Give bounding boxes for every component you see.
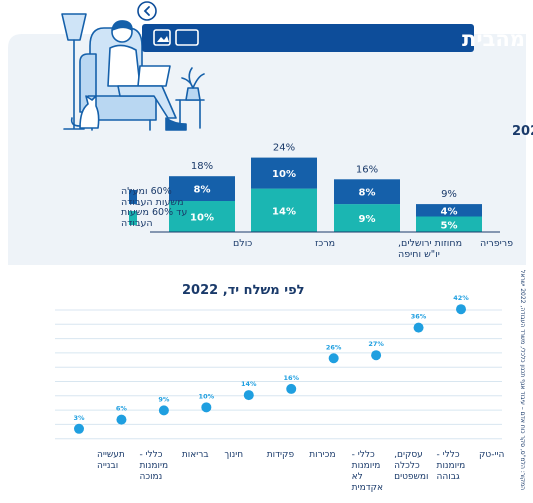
- occupation-category-label: כללי -מיומנות גבוהה: [437, 450, 466, 482]
- occupation-category-label: תעשייה ובנייה: [97, 450, 125, 471]
- occupation-value-label: 10%: [199, 392, 215, 400]
- bar-segment-60-and-above: [169, 176, 235, 201]
- occupation-dot: [328, 353, 339, 364]
- occupation-category-label: כללי -מיומנות נמוכה: [139, 450, 168, 482]
- legend-label-60-and-above: 60% ומעלה משעות העבודה: [121, 186, 184, 208]
- occupation-value-label: 9%: [158, 395, 170, 403]
- occupation-category-label: חינוך: [224, 450, 243, 460]
- occupation-category-label: בריאות: [182, 450, 209, 460]
- legend-label-up-to-60: עד 60% משעות העבודה: [121, 207, 187, 229]
- occupation-dot: [286, 383, 297, 394]
- occupation-value-label: 3%: [73, 414, 85, 422]
- occupation-value-label: 6%: [116, 405, 128, 413]
- bar-value-label: 10%: [272, 169, 296, 180]
- residence-bars: 10% 8% 18% כולם 14% 10% 24% מרכז 9% 8% 16% מחוזות י…: [169, 143, 513, 260]
- occupation-dot: [201, 402, 212, 413]
- occupation-category-label: פקידות: [267, 450, 295, 460]
- bar-value-label: 4%: [441, 206, 458, 217]
- occupation-value-label: 16%: [283, 374, 299, 382]
- occupation-dot: [74, 423, 84, 434]
- occupation-value-label: 26%: [326, 343, 342, 351]
- bar-value-label: 8%: [194, 185, 211, 196]
- bar-segment-up-to-60: [334, 204, 400, 232]
- occupation-dot: [158, 405, 169, 416]
- occupation-dot: [116, 414, 127, 425]
- occupation-value-label: 14%: [241, 380, 257, 388]
- bar-segment-up-to-60: [169, 201, 235, 232]
- residence-chart-title: לפי אזור מגורים, 2022: [512, 124, 533, 139]
- bar-value-label: 8%: [359, 188, 376, 199]
- residence-legend: 60% ומעלה משעות העבודה עד 60% משעות העבודה: [121, 186, 187, 229]
- occupation-dot: [371, 350, 382, 361]
- source-note: המקור: הלמ"ס, סקר כוח אדם – עיבוד אגף תכ…: [519, 270, 526, 490]
- bar-category-label: מחוזות ירושלים, יו"ש וחיפה: [398, 238, 462, 260]
- bar-segment-60-and-above: [251, 157, 317, 189]
- bar-value-label: 5%: [441, 220, 458, 231]
- bar-segment-60-and-above: [334, 179, 400, 205]
- legend-swatch-dark: [129, 190, 137, 204]
- occupation-dots: 42% 36% 27% 26% 16% 14% 10% 9% 6% 3%: [73, 294, 469, 434]
- occupation-chart-title: לפי משלח יד, 2022: [182, 283, 304, 298]
- bar-value-label: 14%: [272, 206, 296, 217]
- bar-category-label: מרכז: [315, 238, 335, 249]
- bar-total-label: 18%: [191, 161, 213, 172]
- image-icon: [153, 29, 171, 46]
- legend-swatch-teal: [129, 211, 137, 225]
- work-from-home-illustration: [61, 13, 205, 131]
- bar-category-label: כולם: [233, 238, 252, 249]
- occupation-category-labels: היי-טק כללי -מיומנות גבוהה עסקים, כלכלה ומשפט…: [97, 450, 504, 493]
- occupation-category-label: עסקים, כלכלה ומשפטים: [394, 450, 428, 482]
- title-bar: שיעור העובדים מהבית: [137, 1, 533, 52]
- occupation-category-label: כללי -מיומנות לא אקדמית: [352, 450, 383, 493]
- occupation-category-label: מכירות: [309, 450, 335, 460]
- occupation-category-label: היי-טק: [479, 450, 504, 460]
- bar-total-label: 16%: [356, 164, 378, 175]
- occupation-value-label: 42%: [453, 294, 469, 302]
- bar-segment-up-to-60: [251, 188, 317, 232]
- chevron-left-icon[interactable]: [137, 1, 157, 21]
- bar-segment-up-to-60: [416, 216, 482, 232]
- occupation-value-label: 36%: [411, 313, 427, 321]
- bar-total-label: 24%: [273, 143, 295, 154]
- bar-value-label: 10%: [190, 213, 214, 224]
- occupation-value-label: 27%: [368, 340, 384, 348]
- occupation-dot: [243, 390, 254, 401]
- bar-category-label: פריפריה: [480, 238, 513, 249]
- occupation-dot: [456, 304, 466, 315]
- screen-icon: [175, 29, 199, 46]
- bar-total-label: 9%: [441, 189, 457, 200]
- page-title: שיעור העובדים מהבית: [462, 27, 533, 51]
- occupation-gridlines: [55, 309, 502, 440]
- bar-segment-60-and-above: [416, 204, 482, 217]
- occupation-dot: [413, 322, 424, 333]
- bar-value-label: 9%: [359, 214, 376, 225]
